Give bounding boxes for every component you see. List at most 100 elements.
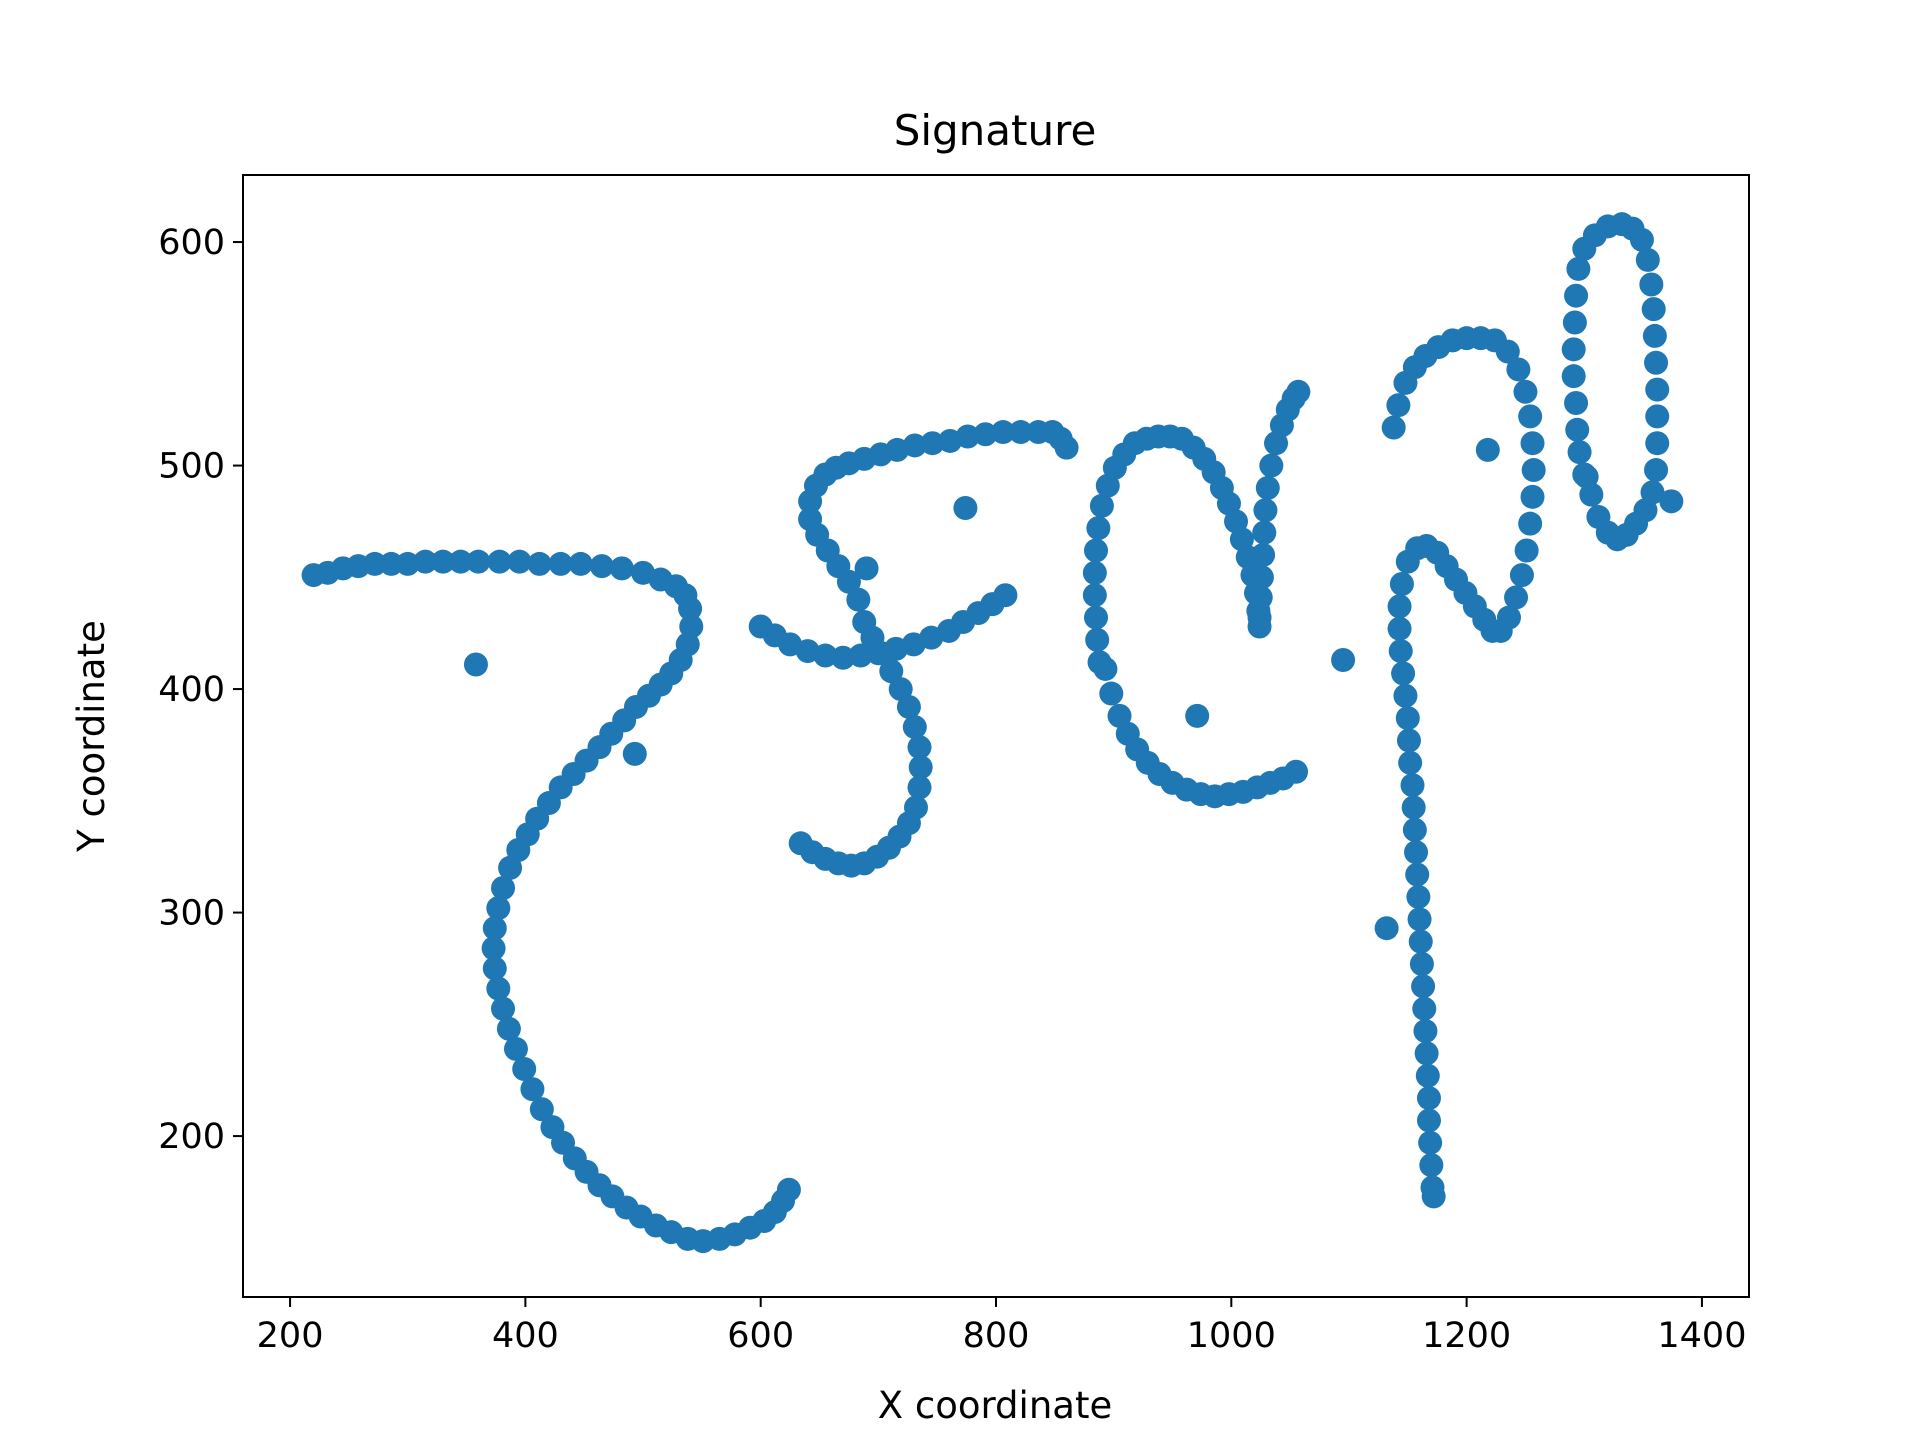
data-point [1413, 1019, 1438, 1044]
data-point [1395, 549, 1420, 574]
data-point [1416, 1108, 1441, 1133]
x-axis: 200 400 600 800 1000 1200 1400 [257, 1297, 1746, 1356]
data-point [679, 614, 704, 639]
data-point [1253, 498, 1278, 523]
data-point [491, 996, 516, 1021]
data-point [1565, 417, 1590, 442]
y-tick-label: 300 [158, 894, 225, 934]
data-point [1082, 560, 1107, 585]
data-point [1396, 728, 1421, 753]
data-point [487, 549, 512, 574]
y-axis: 200 300 400 500 600 [158, 223, 243, 1157]
data-point [1185, 703, 1210, 728]
data-point [798, 507, 823, 532]
data-point [1514, 538, 1539, 563]
data-point [846, 587, 871, 612]
data-point [1251, 542, 1276, 567]
data-point [507, 549, 532, 574]
data-point [1509, 563, 1534, 588]
data-point [1520, 431, 1545, 456]
data-point [1645, 404, 1670, 429]
x-tick-label: 1400 [1657, 1316, 1746, 1356]
data-point [902, 433, 927, 458]
data-point [902, 715, 927, 740]
data-point [1388, 639, 1413, 664]
data-point [991, 420, 1016, 445]
data-point [1284, 759, 1309, 784]
data-point [491, 875, 516, 900]
data-point [1107, 703, 1132, 728]
data-point [1475, 437, 1500, 462]
data-point [529, 1097, 554, 1122]
data-point [486, 976, 511, 1001]
data-point [568, 551, 593, 576]
data-point [1561, 364, 1586, 389]
data-point [1252, 520, 1277, 545]
x-tick-label: 200 [257, 1316, 324, 1356]
data-point [1412, 996, 1437, 1021]
data-point [993, 583, 1018, 608]
data-point [1415, 1063, 1440, 1088]
data-point [431, 549, 456, 574]
data-point [920, 431, 945, 456]
x-tick-label: 800 [963, 1316, 1030, 1356]
data-point [1082, 583, 1107, 608]
data-point [1054, 435, 1079, 460]
data-point [1566, 256, 1591, 281]
data-point [1644, 458, 1669, 483]
data-point [548, 551, 573, 576]
data-point [1629, 227, 1654, 252]
data-point [1099, 681, 1124, 706]
data-point [486, 896, 511, 921]
x-tick-label: 600 [727, 1316, 794, 1356]
data-point [498, 855, 523, 880]
data-point [520, 1077, 545, 1102]
data-point [1331, 648, 1356, 673]
data-point [1419, 1153, 1444, 1178]
data-point [879, 659, 904, 684]
data-point [1381, 415, 1406, 440]
data-point [1259, 453, 1284, 478]
data-point [1564, 390, 1589, 415]
data-point [1404, 840, 1429, 865]
data-point [908, 755, 933, 780]
data-point [1247, 605, 1272, 630]
data-point [448, 549, 473, 574]
data-point [955, 424, 980, 449]
data-point [1387, 616, 1412, 641]
data-point [1391, 661, 1416, 686]
data-point [1641, 297, 1666, 322]
data-point [482, 956, 507, 981]
data-point [1393, 683, 1418, 708]
y-tick-label: 400 [158, 670, 225, 710]
data-point [678, 596, 703, 621]
data-point [1374, 916, 1399, 941]
data-point [1659, 489, 1684, 514]
data-point [1255, 475, 1280, 500]
data-point [1401, 795, 1426, 820]
data-point [496, 1016, 521, 1041]
y-axis-label: Y coordinate [70, 620, 113, 853]
data-point [1562, 310, 1587, 335]
data-point [1395, 706, 1420, 731]
data-point [1086, 516, 1111, 541]
data-point [395, 551, 420, 576]
data-point [907, 735, 932, 760]
data-point [1411, 974, 1436, 999]
x-tick-label: 1000 [1187, 1316, 1276, 1356]
data-point [1635, 247, 1660, 272]
data-point [1414, 1041, 1439, 1066]
data-point [1421, 1184, 1446, 1209]
data-point [609, 556, 634, 581]
data-point [1644, 350, 1669, 375]
data-point [869, 641, 894, 666]
data-point [1405, 862, 1430, 887]
data-point [482, 916, 507, 941]
data-point [1084, 538, 1109, 563]
x-axis-label: X coordinate [878, 1384, 1112, 1427]
y-tick-label: 500 [158, 447, 225, 487]
plot-frame [242, 174, 1750, 1298]
data-point [1561, 337, 1586, 362]
data-point [888, 677, 913, 702]
y-tick-label: 200 [158, 1117, 225, 1157]
